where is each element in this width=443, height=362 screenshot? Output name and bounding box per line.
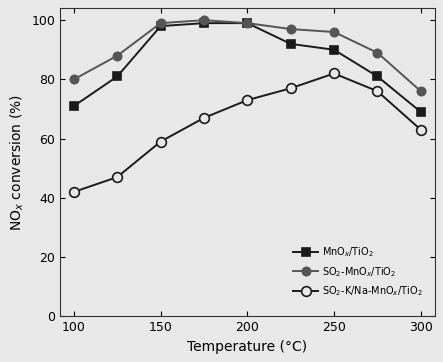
Legend: MnO$_x$/TiO$_2$, SO$_2$-MnO$_x$/TiO$_2$, SO$_2$-K/Na-MnO$_x$/TiO$_2$: MnO$_x$/TiO$_2$, SO$_2$-MnO$_x$/TiO$_2$,… [290,241,426,302]
Line: SO$_2$-MnO$_x$/TiO$_2$: SO$_2$-MnO$_x$/TiO$_2$ [70,16,425,96]
MnO$_x$/TiO$_2$ [115,74,120,79]
X-axis label: Temperature (°C): Temperature (°C) [187,340,307,354]
Line: MnO$_x$/TiO$_2$: MnO$_x$/TiO$_2$ [70,19,425,116]
SO$_2$-MnO$_x$/TiO$_2$ [418,89,424,93]
MnO$_x$/TiO$_2$ [71,104,77,108]
SO$_2$-MnO$_x$/TiO$_2$ [71,77,77,81]
MnO$_x$/TiO$_2$ [331,48,337,52]
MnO$_x$/TiO$_2$ [288,42,293,46]
SO$_2$-K/Na-MnO$_x$/TiO$_2$ [115,175,120,179]
SO$_2$-MnO$_x$/TiO$_2$ [158,21,163,25]
MnO$_x$/TiO$_2$ [375,74,380,79]
Line: SO$_2$-K/Na-MnO$_x$/TiO$_2$: SO$_2$-K/Na-MnO$_x$/TiO$_2$ [69,69,426,197]
SO$_2$-K/Na-MnO$_x$/TiO$_2$ [71,190,77,194]
SO$_2$-K/Na-MnO$_x$/TiO$_2$ [418,127,424,132]
SO$_2$-MnO$_x$/TiO$_2$ [331,30,337,34]
SO$_2$-K/Na-MnO$_x$/TiO$_2$ [158,139,163,144]
MnO$_x$/TiO$_2$ [201,21,206,25]
SO$_2$-MnO$_x$/TiO$_2$ [115,54,120,58]
MnO$_x$/TiO$_2$ [245,21,250,25]
SO$_2$-MnO$_x$/TiO$_2$ [201,18,206,22]
SO$_2$-K/Na-MnO$_x$/TiO$_2$ [288,86,293,90]
Y-axis label: NO$_x$ conversion (%): NO$_x$ conversion (%) [8,94,26,231]
MnO$_x$/TiO$_2$ [418,110,424,114]
SO$_2$-K/Na-MnO$_x$/TiO$_2$ [375,89,380,93]
SO$_2$-MnO$_x$/TiO$_2$ [375,51,380,55]
SO$_2$-K/Na-MnO$_x$/TiO$_2$ [331,71,337,76]
MnO$_x$/TiO$_2$ [158,24,163,28]
SO$_2$-K/Na-MnO$_x$/TiO$_2$ [201,116,206,120]
SO$_2$-K/Na-MnO$_x$/TiO$_2$ [245,98,250,102]
SO$_2$-MnO$_x$/TiO$_2$ [245,21,250,25]
SO$_2$-MnO$_x$/TiO$_2$ [288,27,293,31]
